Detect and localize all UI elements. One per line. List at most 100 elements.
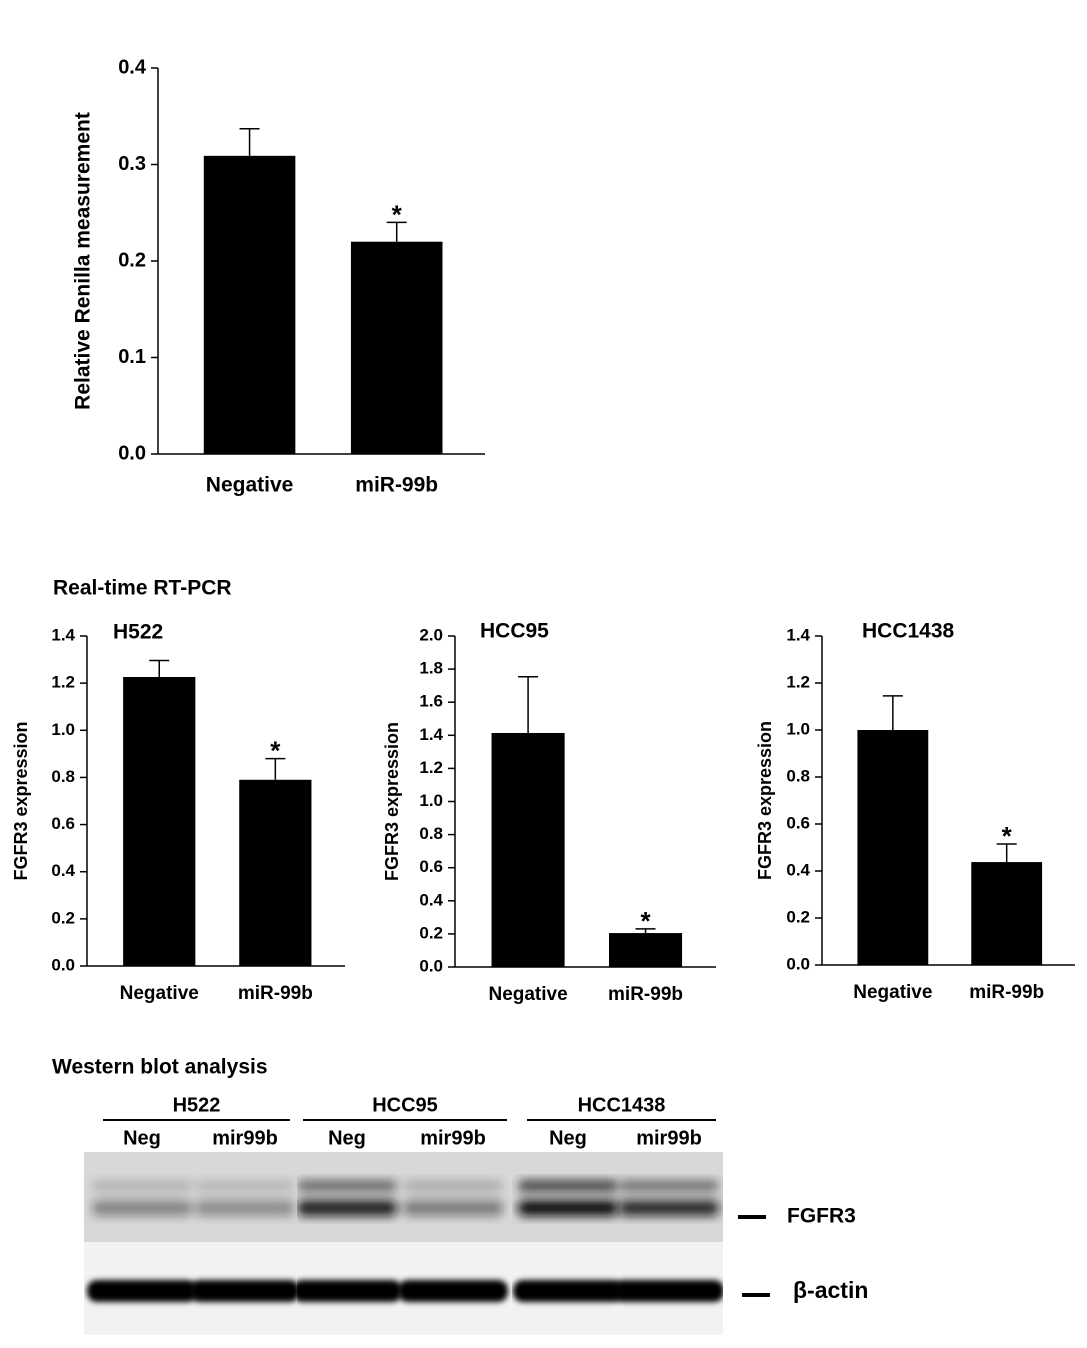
- actin-band: [297, 1280, 402, 1302]
- y-tick-label: 2.0: [419, 625, 443, 644]
- significance-marker: *: [392, 199, 403, 229]
- blot-panel: [512, 1152, 723, 1335]
- bar: [239, 779, 312, 966]
- bar: [491, 732, 565, 967]
- fgfr3-band: [518, 1180, 618, 1192]
- fgfr3-band: [297, 1200, 397, 1216]
- bar: [123, 677, 196, 966]
- chart-title: HCC1438: [862, 620, 955, 643]
- y-tick-label: 0.0: [419, 956, 443, 975]
- y-tick-label: 0.4: [786, 860, 810, 879]
- x-tick-label: Negative: [853, 982, 932, 1003]
- actin-band: [190, 1280, 297, 1302]
- y-tick-label: 0.1: [118, 346, 146, 368]
- y-axis-label: FGFR3 expression: [11, 721, 31, 880]
- y-tick-label: 0.8: [51, 767, 75, 786]
- x-tick-label: miR-99b: [355, 474, 438, 497]
- blot-group-label: HCC1438: [578, 1094, 666, 1116]
- y-tick-label: 0.4: [419, 890, 443, 909]
- fgfr3-band: [195, 1200, 295, 1216]
- y-tick-label: 1.6: [419, 692, 443, 711]
- blot-panel: [297, 1152, 512, 1335]
- y-tick-label: 0.8: [786, 766, 810, 785]
- section-heading: Real-time RT-PCR: [53, 577, 232, 600]
- error-bar: [265, 757, 286, 780]
- blot-lane-label: Neg: [549, 1127, 587, 1149]
- y-tick-label: 1.2: [419, 758, 443, 777]
- blot-group-label: HCC95: [372, 1094, 438, 1116]
- fgfr3-band: [619, 1180, 719, 1192]
- y-tick-label: 1.4: [419, 725, 443, 744]
- actin-band: [87, 1280, 197, 1302]
- band-label: FGFR3: [787, 1205, 856, 1228]
- error-bar: [635, 928, 656, 934]
- y-tick-label: 0.2: [786, 907, 810, 926]
- error-bar: [386, 221, 407, 242]
- y-tick-label: 0.6: [419, 857, 443, 876]
- error-bar: [518, 675, 539, 733]
- chart-title: HCC95: [480, 620, 549, 643]
- fgfr3-band: [297, 1180, 397, 1192]
- error-bar: [882, 695, 903, 730]
- y-tick-label: 1.0: [786, 719, 810, 738]
- actin-band: [513, 1280, 623, 1302]
- actin-band: [614, 1280, 723, 1302]
- fgfr3-band: [195, 1180, 295, 1192]
- fgfr3-band: [619, 1200, 719, 1216]
- blot-background: [84, 1152, 297, 1242]
- y-tick-label: 0.6: [786, 813, 810, 832]
- y-tick-label: 0.6: [51, 814, 75, 833]
- blot-background: [512, 1152, 723, 1242]
- y-tick-label: 0.2: [118, 249, 146, 271]
- bar: [857, 730, 929, 965]
- significance-marker: *: [270, 735, 281, 765]
- blot-group-label: H522: [173, 1094, 221, 1116]
- y-tick-label: 1.2: [51, 673, 75, 692]
- blot-lane-label: mir99b: [636, 1127, 702, 1149]
- y-tick-label: 0.3: [118, 153, 146, 175]
- y-tick-label: 1.2: [786, 672, 810, 691]
- band-label: β-actin: [793, 1277, 868, 1303]
- x-tick-label: Negative: [120, 983, 199, 1004]
- bar: [971, 862, 1043, 965]
- blot-lane-label: Neg: [328, 1127, 366, 1149]
- blot-panel: [84, 1152, 297, 1335]
- y-tick-label: 0.0: [118, 442, 146, 464]
- x-tick-label: miR-99b: [969, 982, 1044, 1003]
- chart-title: H522: [113, 621, 163, 644]
- error-bar: [996, 843, 1017, 863]
- y-tick-label: 1.4: [786, 625, 810, 644]
- bar: [350, 241, 443, 454]
- fgfr3-band: [403, 1180, 503, 1192]
- significance-marker: *: [640, 906, 651, 936]
- x-tick-label: miR-99b: [238, 983, 313, 1004]
- y-tick-label: 1.4: [51, 625, 75, 644]
- blot-lane-label: mir99b: [212, 1127, 278, 1149]
- blot-lane-label: mir99b: [420, 1127, 486, 1149]
- section-heading: Western blot analysis: [52, 1056, 268, 1079]
- y-tick-label: 1.0: [419, 791, 443, 810]
- blot-lane-label: Neg: [123, 1127, 161, 1149]
- y-tick-label: 0.2: [51, 908, 75, 927]
- bar: [203, 155, 296, 454]
- y-axis-label: FGFR3 expression: [382, 722, 402, 881]
- y-tick-label: 1.0: [51, 720, 75, 739]
- y-tick-label: 0.8: [419, 824, 443, 843]
- error-bar: [239, 128, 260, 156]
- actin-band: [398, 1280, 508, 1302]
- fgfr3-band: [92, 1180, 192, 1192]
- fgfr3-band: [403, 1200, 503, 1216]
- y-tick-label: 0.4: [118, 56, 147, 78]
- blot-background: [297, 1152, 512, 1242]
- y-tick-label: 0.4: [51, 861, 75, 880]
- y-axis-label: FGFR3 expression: [755, 721, 775, 880]
- fgfr3-band: [518, 1200, 618, 1216]
- y-tick-label: 0.2: [419, 923, 443, 942]
- x-tick-label: miR-99b: [608, 984, 683, 1005]
- bar: [608, 933, 683, 967]
- y-axis-label: Relative Renilla measurement: [72, 112, 95, 410]
- y-tick-label: 0.0: [51, 955, 75, 974]
- significance-marker: *: [1002, 821, 1013, 851]
- x-tick-label: Negative: [488, 984, 567, 1005]
